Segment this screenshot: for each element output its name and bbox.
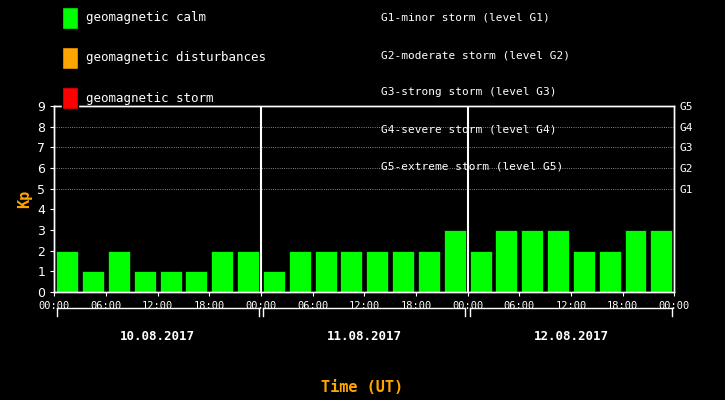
Bar xyxy=(263,271,285,292)
Bar xyxy=(289,251,311,292)
Text: G2-moderate storm (level G2): G2-moderate storm (level G2) xyxy=(381,50,570,60)
Bar xyxy=(237,251,259,292)
Text: Time (UT): Time (UT) xyxy=(321,380,404,396)
Bar xyxy=(599,251,621,292)
Bar xyxy=(82,271,104,292)
Text: G5-extreme storm (level G5): G5-extreme storm (level G5) xyxy=(381,162,563,172)
Bar xyxy=(366,251,388,292)
Text: geomagnetic disturbances: geomagnetic disturbances xyxy=(86,52,266,64)
Bar xyxy=(444,230,465,292)
Bar xyxy=(186,271,207,292)
Bar xyxy=(108,251,130,292)
Bar xyxy=(341,251,362,292)
Text: 10.08.2017: 10.08.2017 xyxy=(120,330,195,342)
Text: 11.08.2017: 11.08.2017 xyxy=(327,330,402,342)
Bar xyxy=(392,251,414,292)
Bar xyxy=(418,251,440,292)
Text: geomagnetic storm: geomagnetic storm xyxy=(86,92,214,104)
Bar xyxy=(495,230,518,292)
Bar xyxy=(211,251,233,292)
Y-axis label: Kp: Kp xyxy=(17,190,32,208)
Bar xyxy=(470,251,492,292)
Bar xyxy=(57,251,78,292)
Bar xyxy=(521,230,543,292)
Bar xyxy=(624,230,647,292)
Bar xyxy=(573,251,594,292)
Bar xyxy=(160,271,181,292)
Bar xyxy=(315,251,336,292)
Bar xyxy=(650,230,672,292)
Text: 12.08.2017: 12.08.2017 xyxy=(534,330,608,342)
Bar xyxy=(547,230,569,292)
Text: geomagnetic calm: geomagnetic calm xyxy=(86,12,207,24)
Text: G4-severe storm (level G4): G4-severe storm (level G4) xyxy=(381,125,556,134)
Bar xyxy=(134,271,156,292)
Text: G3-strong storm (level G3): G3-strong storm (level G3) xyxy=(381,88,556,98)
Text: G1-minor storm (level G1): G1-minor storm (level G1) xyxy=(381,13,550,23)
